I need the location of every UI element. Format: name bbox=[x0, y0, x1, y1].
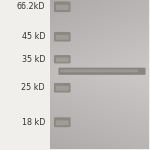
FancyBboxPatch shape bbox=[54, 32, 71, 42]
FancyBboxPatch shape bbox=[54, 83, 71, 93]
FancyBboxPatch shape bbox=[60, 69, 138, 72]
FancyBboxPatch shape bbox=[56, 86, 69, 91]
FancyBboxPatch shape bbox=[56, 35, 69, 40]
Text: 25 kD: 25 kD bbox=[21, 83, 45, 92]
FancyBboxPatch shape bbox=[54, 2, 71, 12]
Text: 45 kD: 45 kD bbox=[21, 32, 45, 41]
Text: 66.2kD: 66.2kD bbox=[16, 2, 45, 11]
FancyBboxPatch shape bbox=[54, 55, 71, 63]
FancyBboxPatch shape bbox=[58, 68, 146, 75]
FancyBboxPatch shape bbox=[56, 120, 69, 125]
FancyBboxPatch shape bbox=[54, 117, 71, 127]
Bar bbox=[0, 0, 50, 150]
FancyBboxPatch shape bbox=[56, 5, 69, 10]
FancyBboxPatch shape bbox=[56, 58, 69, 62]
Text: 35 kD: 35 kD bbox=[21, 55, 45, 64]
Text: 18 kD: 18 kD bbox=[22, 118, 45, 127]
